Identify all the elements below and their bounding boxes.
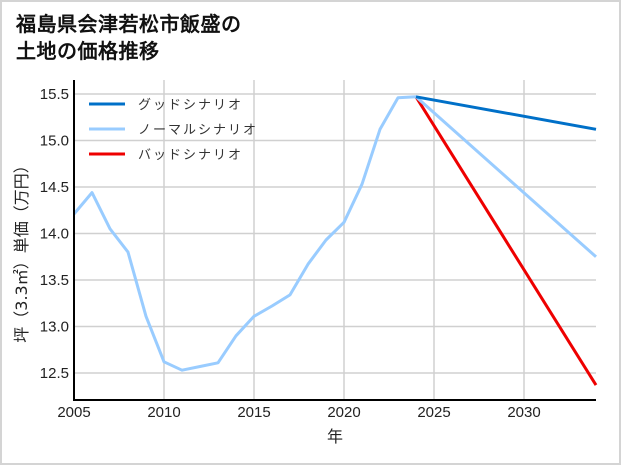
x-tick-label: 2020 — [327, 404, 360, 421]
title-line-1: 福島県会津若松市飯盛の — [16, 12, 242, 36]
y-tick-label: 12.5 — [40, 365, 69, 382]
y-tick-label: 13.0 — [40, 319, 69, 336]
series-lines — [72, 95, 598, 386]
tick-labels: 12.5 13.0 13.5 14.0 14.5 15.0 15.5 2005 2010 2015… — [40, 86, 541, 421]
y-tick-label: 13.5 — [40, 272, 69, 289]
series-line — [414, 96, 598, 386]
x-tick-label: 2010 — [147, 404, 180, 421]
axes — [73, 80, 596, 401]
x-tick-label: 2030 — [507, 404, 540, 421]
legend-label: バッドシナリオ — [138, 148, 243, 163]
y-axis-label: 坪（3.3㎡）単価（万円） — [12, 157, 31, 342]
x-tick-label: 2015 — [237, 404, 270, 421]
chart-title: 福島県会津若松市飯盛の 土地の価格推移 — [16, 11, 242, 65]
y-tick-label: 14.5 — [40, 179, 69, 196]
x-axis-label: 年 — [327, 427, 343, 446]
x-tick-label: 2025 — [417, 404, 450, 421]
legend-label: ノーマルシナリオ — [138, 123, 258, 138]
series-line — [72, 95, 597, 372]
series-line — [415, 95, 597, 131]
x-tick-label: 2005 — [57, 404, 90, 421]
grid-lines — [74, 80, 596, 400]
y-tick-label: 14.0 — [40, 226, 69, 243]
y-tick-label: 15.0 — [40, 133, 69, 150]
y-tick-label: 15.5 — [40, 86, 69, 103]
title-line-2: 土地の価格推移 — [16, 39, 160, 63]
legend-label: グッドシナリオ — [138, 98, 243, 113]
